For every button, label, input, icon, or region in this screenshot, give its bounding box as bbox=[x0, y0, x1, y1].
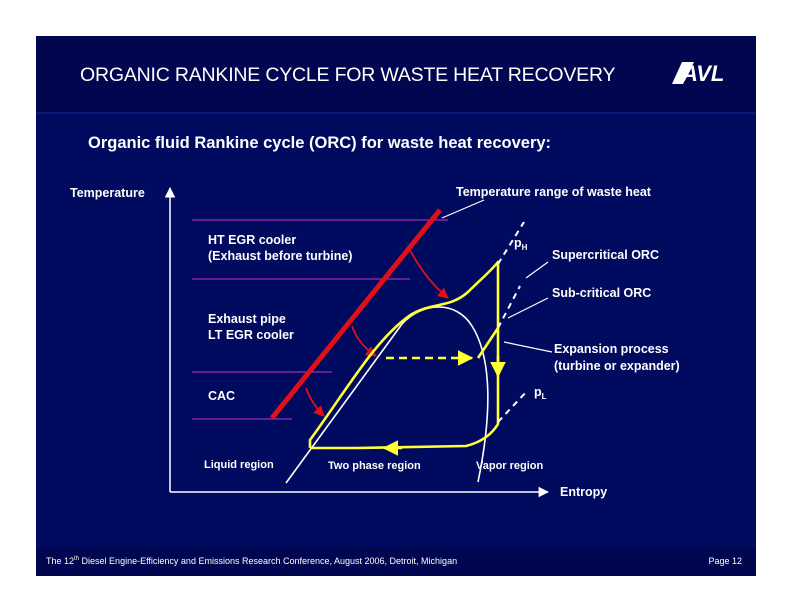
liquid-region-label: Liquid region bbox=[204, 459, 274, 471]
vapor-region-label: Vapor region bbox=[476, 460, 544, 472]
heat-arrow-exhaust bbox=[351, 325, 377, 357]
isobar-high bbox=[497, 221, 525, 265]
heat-arrow-ht-egr bbox=[409, 249, 449, 299]
page-number: Page 12 bbox=[708, 556, 742, 566]
footer-bar bbox=[36, 548, 756, 576]
waste-heat-line bbox=[270, 208, 442, 420]
ht-egr-label-2: (Exhaust before turbine) bbox=[208, 249, 352, 263]
heat-arrow-cac bbox=[305, 387, 325, 417]
pressure-low-label: pL bbox=[534, 385, 547, 401]
cac-label: CAC bbox=[208, 389, 235, 403]
lt-egr-label: LT EGR cooler bbox=[208, 328, 294, 342]
footer-superscript: th bbox=[74, 556, 80, 562]
waste-heat-leader bbox=[441, 199, 485, 219]
subcritical-expansion bbox=[476, 327, 500, 359]
exhaust-pipe-label: Exhaust pipe bbox=[208, 312, 286, 326]
entropy-axis-label: Entropy bbox=[560, 485, 607, 499]
expansion-label-2: (turbine or expander) bbox=[554, 359, 680, 373]
supercritical-label: Supercritical ORC bbox=[552, 248, 659, 262]
slide: ORGANIC RANKINE CYCLE FOR WASTE HEAT REC… bbox=[36, 36, 756, 576]
avl-logo-text: AVL bbox=[681, 61, 724, 86]
ts-diagram: Temperature Entropy Temperature range of… bbox=[70, 185, 680, 499]
slide-title: ORGANIC RANKINE CYCLE FOR WASTE HEAT REC… bbox=[80, 64, 616, 86]
isobar-low bbox=[497, 389, 529, 423]
waste-heat-label: Temperature range of waste heat bbox=[456, 185, 652, 199]
pressure-low-symbol: p bbox=[534, 385, 542, 399]
saturation-dome bbox=[285, 306, 489, 484]
footer-text-after: Diesel Engine-Efficiency and Emissions R… bbox=[79, 556, 458, 566]
ht-egr-label-1: HT EGR cooler bbox=[208, 233, 296, 247]
isobar-high-ext bbox=[497, 285, 521, 329]
supercritical-leader bbox=[525, 261, 549, 279]
two-phase-region-label: Two phase region bbox=[328, 460, 421, 472]
expansion-label-1: Expansion process bbox=[554, 342, 669, 356]
subcritical-label: Sub-critical ORC bbox=[552, 286, 651, 300]
title-bar bbox=[36, 36, 756, 112]
slide-subtitle: Organic fluid Rankine cycle (ORC) for wa… bbox=[88, 134, 552, 152]
title-divider bbox=[36, 112, 756, 114]
pressure-high-label: pH bbox=[514, 236, 528, 252]
supercritical-cycle bbox=[308, 260, 500, 450]
footer-text-before: The 12 bbox=[46, 556, 75, 566]
pressure-high-symbol: p bbox=[514, 236, 522, 250]
subcritical-leader bbox=[507, 297, 549, 319]
footer-text: The 12th Diesel Engine-Efficiency and Em… bbox=[46, 556, 457, 566]
pressure-high-subscript: H bbox=[522, 243, 528, 252]
expansion-leader bbox=[503, 341, 553, 353]
avl-logo: AVL bbox=[672, 61, 724, 86]
temperature-axis-label: Temperature bbox=[70, 186, 145, 200]
pressure-low-subscript: L bbox=[542, 392, 547, 401]
avl-logo-mark bbox=[672, 62, 694, 84]
